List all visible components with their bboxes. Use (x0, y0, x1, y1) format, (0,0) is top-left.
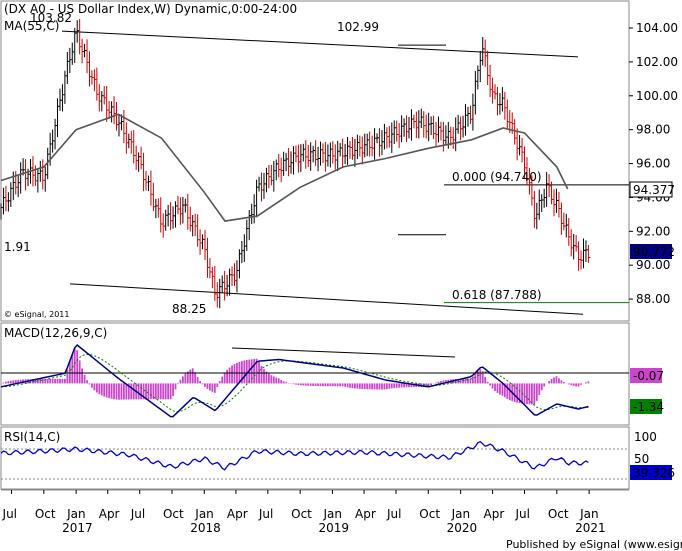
x-month-label: Jul (2, 507, 17, 521)
macd-value-badge (630, 368, 662, 383)
x-month-label: Oct (548, 507, 569, 521)
price-y-tick-label: 96.00 (636, 157, 670, 171)
x-month-label: Jul (386, 507, 401, 521)
x-month-label: Jan (66, 507, 86, 521)
signal-value-badge (630, 399, 662, 414)
rsi-value: 39.326 (633, 466, 675, 480)
macd-divergence-line (231, 347, 456, 358)
x-year-label: 2019 (318, 521, 349, 535)
x-month-label: Oct (419, 507, 440, 521)
ma-label: MA(55,C) (4, 19, 59, 33)
time-axis: Jul Oct Jan Apr Jul Oct Jan Apr Jul Oct Jan Apr Jul O… (1, 489, 629, 535)
x-year-label: 2021 (575, 521, 606, 535)
rsi-tick-50: 50 (634, 452, 649, 466)
price-y-tick-label: 104.00 (636, 21, 678, 35)
x-month-label: Apr (355, 507, 376, 521)
rsi-tick-100: 100 (634, 430, 657, 444)
high-2017-label: 103.82 (30, 11, 72, 25)
level-marker-badge (629, 181, 673, 198)
rsi-panel: RSI(14,C) 100 50 39.326 (0, 426, 675, 490)
ma55-line (0, 113, 569, 222)
price-y-tick-label: 100.00 (636, 89, 678, 103)
price-y-tick-label: 98.00 (636, 123, 670, 137)
footer-bar (500, 536, 682, 551)
x-month-label: Jan (194, 507, 214, 521)
price-panel-frame (0, 0, 630, 322)
fib-618-label: 0.618 (87.788) (452, 288, 542, 302)
last-price-value: 90.772 (633, 245, 675, 259)
price-y-tick-label: 90.00 (636, 258, 670, 272)
low-2018-label: 88.25 (172, 302, 206, 316)
x-month-label: Jan (579, 507, 599, 521)
upper-trendline (61, 30, 579, 58)
rsi-value-badge (630, 465, 672, 480)
macd-panel: MACD(12,26,9,C) -0.07 -1.34 (0, 322, 664, 426)
footer-text: Published by eSignal (www.esignal.com) (506, 538, 682, 551)
macd-histogram (2, 348, 590, 405)
price-y-tick-label: 92.00 (636, 224, 670, 238)
x-month-label: Jul (258, 507, 273, 521)
left-value-label: 1.91 (4, 240, 31, 254)
price-trendlines (61, 30, 629, 315)
x-month-label: Oct (163, 507, 184, 521)
fib-0-label: 0.000 (94.740) (452, 170, 542, 184)
copyright-label: © eSignal, 2011 (4, 310, 69, 319)
x-month-label: Jan (451, 507, 471, 521)
macd-panel-frame (0, 322, 630, 426)
x-year-label: 2018 (190, 521, 221, 535)
chart-title: (DX A0 - US Dollar Index,W) Dynamic,0:00… (4, 2, 297, 16)
x-month-label: Apr (99, 507, 120, 521)
last-price-badge (630, 244, 672, 259)
price-y-tick-label: 102.00 (636, 55, 678, 69)
rsi-panel-frame (0, 426, 630, 490)
x-month-label: Jul (130, 507, 145, 521)
price-y-tick-label: 88.00 (636, 292, 670, 306)
x-month-label: Apr (227, 507, 248, 521)
x-month-label: Jan (322, 507, 342, 521)
x-month-label: Jul (515, 507, 530, 521)
x-year-label: 2020 (447, 521, 478, 535)
price-candles (0, 18, 591, 309)
macd-value: -0.07 (633, 369, 664, 383)
rsi-title: RSI(14,C) (4, 430, 60, 444)
rsi-line (0, 440, 589, 471)
x-year-label: 2017 (62, 521, 93, 535)
high-2020-label: 102.99 (337, 20, 379, 34)
macd-line (0, 343, 589, 418)
price-panel: 104.00102.00100.0098.0096.0094.0092.0090… (0, 0, 678, 322)
macd-title: MACD(12,26,9,C) (4, 326, 107, 340)
x-month-label: Apr (484, 507, 505, 521)
lower-trendline (69, 283, 584, 315)
signal-value: -1.34 (633, 400, 664, 414)
x-month-label: Oct (291, 507, 312, 521)
x-month-label: Oct (35, 507, 56, 521)
level-marker-value: 94.377 (633, 183, 675, 197)
